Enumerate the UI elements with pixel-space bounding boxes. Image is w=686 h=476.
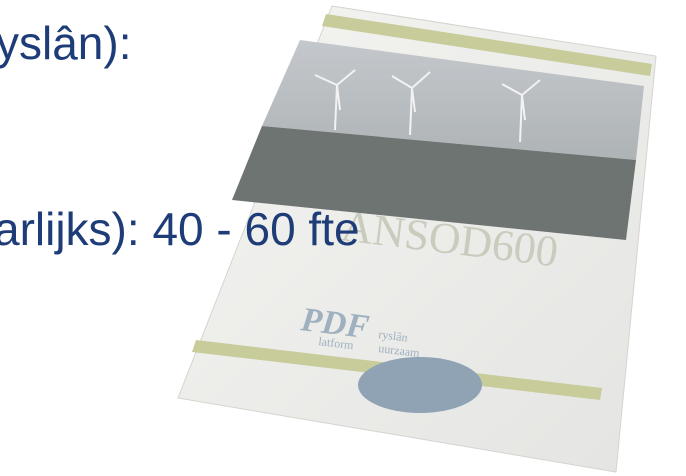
field bbox=[232, 126, 636, 240]
logo-lake bbox=[358, 357, 482, 413]
logo: PDF bbox=[298, 301, 371, 346]
slide-text: yslân): bbox=[0, 17, 132, 69]
wind-turbines bbox=[314, 69, 541, 143]
logo-line: uurzaam bbox=[378, 341, 421, 360]
sky bbox=[262, 40, 644, 160]
stripe bbox=[322, 14, 652, 76]
logo-line: ryslân bbox=[378, 327, 409, 344]
slide-text: arlijks): 40 - 60 fte bbox=[0, 203, 360, 255]
logo-line: latform bbox=[318, 334, 355, 352]
